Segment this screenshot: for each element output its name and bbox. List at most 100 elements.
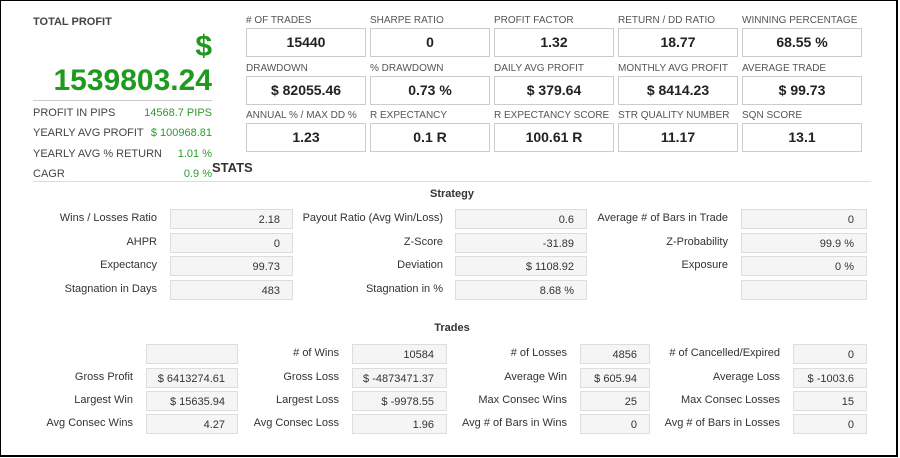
metric-label: R EXPECTANCY SCORE (494, 110, 610, 121)
strategy-title: Strategy (429, 188, 475, 200)
metric-value: 1.23 (246, 123, 366, 152)
metric-value: $ 8414.23 (618, 76, 738, 105)
metric-label: DAILY AVG PROFIT (494, 63, 585, 74)
metric-value: 68.55 % (742, 28, 862, 57)
metric-value: 100.61 R (494, 123, 614, 152)
summary-value: 0.9 % (183, 168, 212, 180)
metric-label: ANNUAL % / MAX DD % (246, 110, 357, 121)
trades-label: Average Loss (712, 371, 780, 383)
trades-value: 4.27 (146, 414, 238, 434)
metric-value: 18.77 (618, 28, 738, 57)
trades-label: # of Wins (293, 347, 339, 359)
summary-label: YEARLY AVG % RETURN (33, 148, 162, 160)
total-profit-title: TOTAL PROFIT (33, 16, 112, 28)
stats-divider (33, 181, 871, 182)
metric-value: 15440 (246, 28, 366, 57)
summary-label: YEARLY AVG PROFIT (33, 127, 144, 139)
trades-value: 0 (580, 414, 650, 434)
strategy-label: Stagnation in Days (64, 283, 157, 295)
strategy-label: Z-Score (403, 236, 443, 248)
strategy-value: $ 1108.92 (455, 256, 587, 276)
metric-value: 0 (370, 28, 490, 57)
strategy-value: 0 (741, 209, 867, 229)
summary-label: CAGR (33, 168, 65, 180)
strategy-value: 99.9 % (741, 233, 867, 253)
strategy-value: 0 % (741, 256, 867, 276)
trades-value: 4856 (580, 344, 650, 364)
metric-label: WINNING PERCENTAGE (742, 15, 858, 26)
metric-label: PROFIT FACTOR (494, 15, 574, 26)
metric-label: STR QUALITY NUMBER (618, 110, 730, 121)
strategy-value: 8.68 % (455, 280, 587, 300)
metric-label: SHARPE RATIO (370, 15, 444, 26)
summary-value: $ 100968.81 (150, 127, 212, 139)
trades-label: Avg Consec Wins (46, 417, 133, 429)
metric-value: 1.32 (494, 28, 614, 57)
trades-value: $ -9978.55 (352, 391, 447, 411)
stats-title: STATS (212, 160, 253, 175)
strategy-value: 0 (170, 233, 293, 253)
metric-value: 0.1 R (370, 123, 490, 152)
trades-value: $ 15635.94 (146, 391, 238, 411)
trades-value: $ -1003.6 (793, 368, 867, 388)
strategy-value (741, 280, 867, 300)
metric-value: 0.73 % (370, 76, 490, 105)
strategy-value: -31.89 (455, 233, 587, 253)
trades-label: # of Losses (510, 347, 567, 359)
metric-label: RETURN / DD RATIO (618, 15, 716, 26)
trades-value (146, 344, 238, 364)
strategy-label: Stagnation in % (365, 283, 443, 295)
strategy-value: 483 (170, 280, 293, 300)
strategy-label: Average # of Bars in Trade (597, 212, 728, 224)
strategy-label: Z-Probability (666, 236, 728, 248)
strategy-label: AHPR (126, 236, 157, 248)
metric-label: AVERAGE TRADE (742, 63, 827, 74)
trades-label: Max Consec Losses (680, 394, 780, 406)
metric-label: R EXPECTANCY (370, 110, 448, 121)
trades-label: Average Win (504, 371, 567, 383)
summary-label: PROFIT IN PIPS (33, 107, 116, 119)
metric-label: MONTHLY AVG PROFIT (618, 63, 729, 74)
trades-value: 15 (793, 391, 867, 411)
strategy-label: Exposure (681, 259, 728, 271)
trades-value: $ -4873471.37 (352, 368, 447, 388)
currency-symbol: $ (195, 30, 212, 63)
strategy-value: 2.18 (170, 209, 293, 229)
strategy-label: Payout Ratio (Avg Win/Loss) (302, 212, 443, 224)
trades-label: Avg # of Bars in Losses (664, 417, 780, 429)
trades-title: Trades (434, 322, 470, 334)
trades-value: $ 605.94 (580, 368, 650, 388)
trades-label: Gross Loss (283, 371, 339, 383)
strategy-label: Deviation (397, 259, 443, 271)
trades-value: 1.96 (352, 414, 447, 434)
summary-value: 1.01 % (177, 148, 212, 160)
strategy-label: Expectancy (100, 259, 157, 271)
divider (33, 100, 212, 101)
metric-value: 11.17 (618, 123, 738, 152)
trades-value: 25 (580, 391, 650, 411)
trades-label: Gross Profit (74, 371, 133, 383)
trades-value: 0 (793, 344, 867, 364)
total-profit-value: 1539803.24 (53, 64, 213, 97)
trades-label: Max Consec Wins (478, 394, 567, 406)
metric-label: # OF TRADES (246, 15, 312, 26)
metric-label: % DRAWDOWN (370, 63, 444, 74)
metric-value: 13.1 (742, 123, 862, 152)
summary-value: 14568.7 PIPS (144, 107, 212, 119)
trades-value: 0 (793, 414, 867, 434)
trades-value: $ 6413274.61 (146, 368, 238, 388)
trades-label: Avg # of Bars in Wins (462, 417, 567, 429)
metric-value: $ 82055.46 (246, 76, 366, 105)
strategy-label: Wins / Losses Ratio (59, 212, 157, 224)
trades-label: Largest Loss (276, 394, 339, 406)
trades-label: Largest Win (74, 394, 133, 406)
trades-label: Avg Consec Loss (253, 417, 339, 429)
metric-label: SQN SCORE (742, 110, 803, 121)
metric-value: $ 99.73 (742, 76, 862, 105)
trades-label: # of Cancelled/Expired (669, 347, 780, 359)
strategy-value: 0.6 (455, 209, 587, 229)
trades-value: 10584 (352, 344, 447, 364)
strategy-value: 99.73 (170, 256, 293, 276)
metric-label: DRAWDOWN (246, 63, 308, 74)
